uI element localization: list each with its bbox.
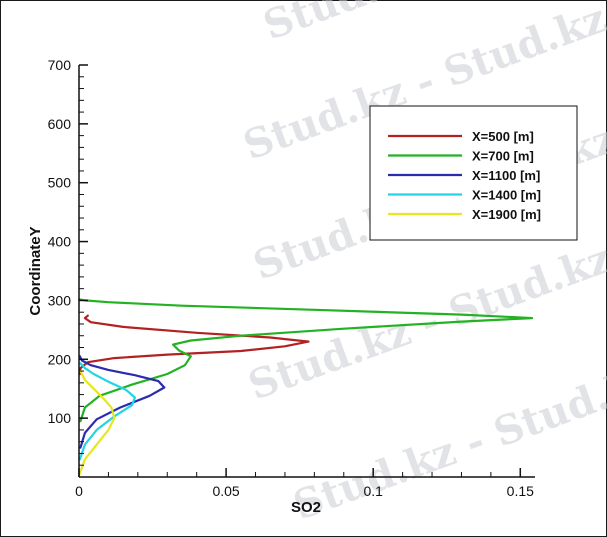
y-tick-label: 300	[48, 292, 72, 308]
legend-label: X=700 [m]	[472, 149, 534, 164]
series-line	[78, 314, 310, 376]
y-tick-label: 600	[48, 116, 72, 132]
series-line	[77, 298, 534, 423]
y-axis-title: CoordinateY	[27, 226, 44, 315]
legend-box	[369, 105, 578, 241]
x-tick-label: 0.05	[212, 483, 239, 499]
y-tick-label: 500	[48, 175, 72, 191]
legend: X=500 [m] X=700 [m] X=1100 [m] X=1400 [m] X=…	[369, 105, 578, 241]
series-line	[78, 355, 166, 449]
legend-label: X=1100 [m]	[472, 168, 540, 183]
x-tick-label: 0	[75, 483, 83, 499]
x-tick-label: 0.1	[363, 483, 383, 499]
axes-layer: SO2 CoordinateY	[27, 65, 535, 516]
y-tick-label: 400	[48, 234, 72, 250]
y-tick-label: 700	[48, 57, 72, 73]
y-tick-label: 100	[48, 410, 72, 426]
legend-label: X=1400 [m]	[472, 188, 541, 203]
x-tick-label: 0.15	[507, 483, 534, 499]
series-line	[78, 370, 116, 476]
series-layer	[77, 298, 534, 476]
legend-label: X=1900 [m]	[472, 207, 541, 222]
y-tick-label: 200	[48, 351, 72, 367]
series-line	[78, 362, 136, 461]
ticks-layer: 100 200 300 400 500 600 700 0 0.05 0.1 0.15	[48, 57, 534, 499]
x-axis-title: SO2	[291, 499, 321, 516]
legend-label: X=500 [m]	[472, 129, 534, 144]
